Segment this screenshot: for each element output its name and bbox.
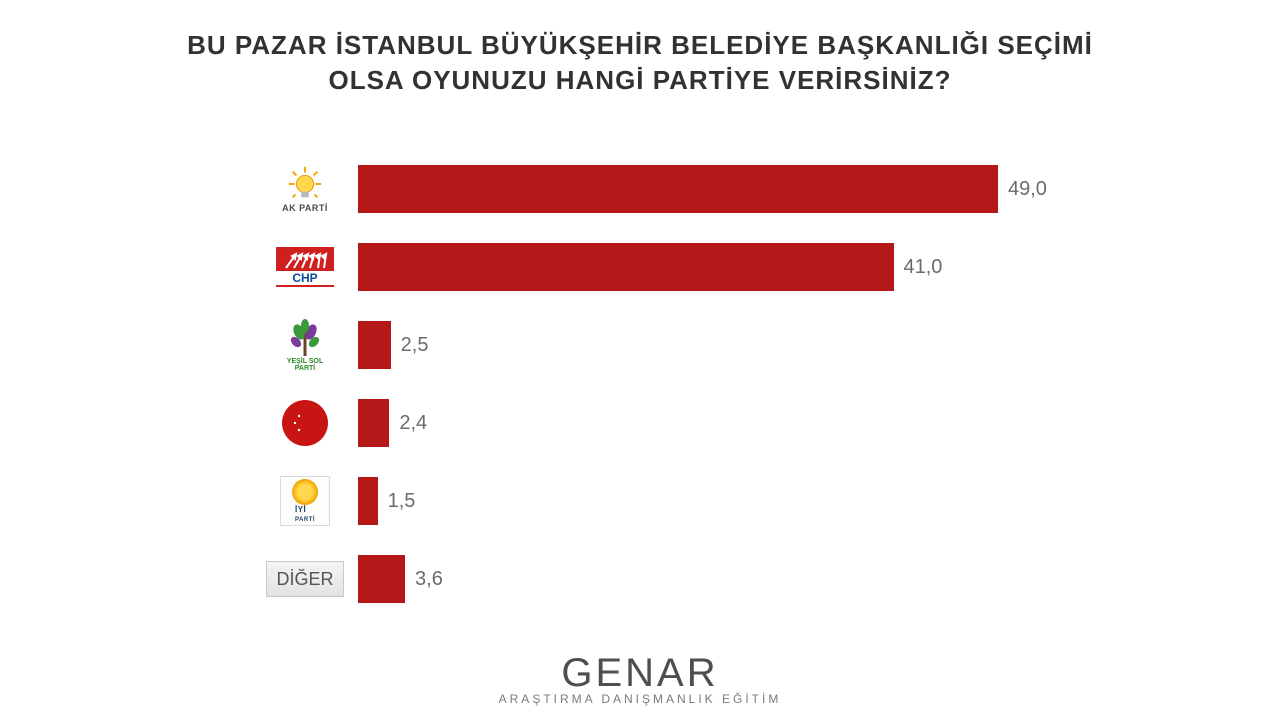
value-ysp: 2,5 — [401, 334, 429, 357]
sun-icon — [292, 479, 318, 505]
value-akp: 49,0 — [1008, 178, 1047, 201]
bar-row-mhp: 2,4 — [260, 384, 1120, 462]
bar-mhp — [358, 399, 389, 447]
arrows-icon — [282, 250, 328, 270]
bar-iyi — [358, 477, 378, 525]
bar-diger — [358, 555, 405, 603]
label-diger: DİĞER — [260, 548, 350, 610]
party-logo-akp: AK PARTİ — [260, 158, 350, 220]
title-line-1: BU PAZAR İSTANBUL BÜYÜKŞEHİR BELEDİYE BA… — [0, 28, 1280, 63]
value-chp: 41,0 — [904, 256, 943, 279]
party-logo-iyi: İYİPARTİ — [260, 470, 350, 532]
bar-chp — [358, 243, 894, 291]
bar-row-ysp: YEŞİL SOLPARTİ 2,5 — [260, 306, 1120, 384]
value-diger: 3,6 — [415, 568, 443, 591]
party-logo-ysp: YEŞİL SOLPARTİ — [260, 314, 350, 376]
crescent-icon — [288, 406, 322, 440]
bar-row-akp: AK PARTİ 49,0 — [260, 150, 1120, 228]
lightbulb-icon — [286, 165, 324, 203]
bar-akp — [358, 165, 998, 213]
chart-title: BU PAZAR İSTANBUL BÜYÜKŞEHİR BELEDİYE BA… — [0, 0, 1280, 98]
bar-ysp — [358, 321, 391, 369]
brand-tagline: ARAŞTIRMA DANIŞMANLIK EĞİTİM — [0, 692, 1280, 706]
tree-icon — [285, 318, 325, 358]
party-logo-chp: CHP — [260, 236, 350, 298]
brand-name: GENAR — [0, 651, 1280, 696]
title-line-2: OLSA OYUNUZU HANGİ PARTİYE VERİRSİNİZ? — [0, 63, 1280, 98]
bar-row-chp: CHP 41,0 — [260, 228, 1120, 306]
value-mhp: 2,4 — [399, 412, 427, 435]
party-logo-mhp — [260, 392, 350, 454]
bar-row-iyi: İYİPARTİ 1,5 — [260, 462, 1120, 540]
bar-row-diger: DİĞER 3,6 — [260, 540, 1120, 618]
footer-brand: GENAR ARAŞTIRMA DANIŞMANLIK EĞİTİM — [0, 651, 1280, 706]
bar-chart: AK PARTİ 49,0 CHP — [260, 150, 1120, 618]
value-iyi: 1,5 — [388, 490, 416, 513]
